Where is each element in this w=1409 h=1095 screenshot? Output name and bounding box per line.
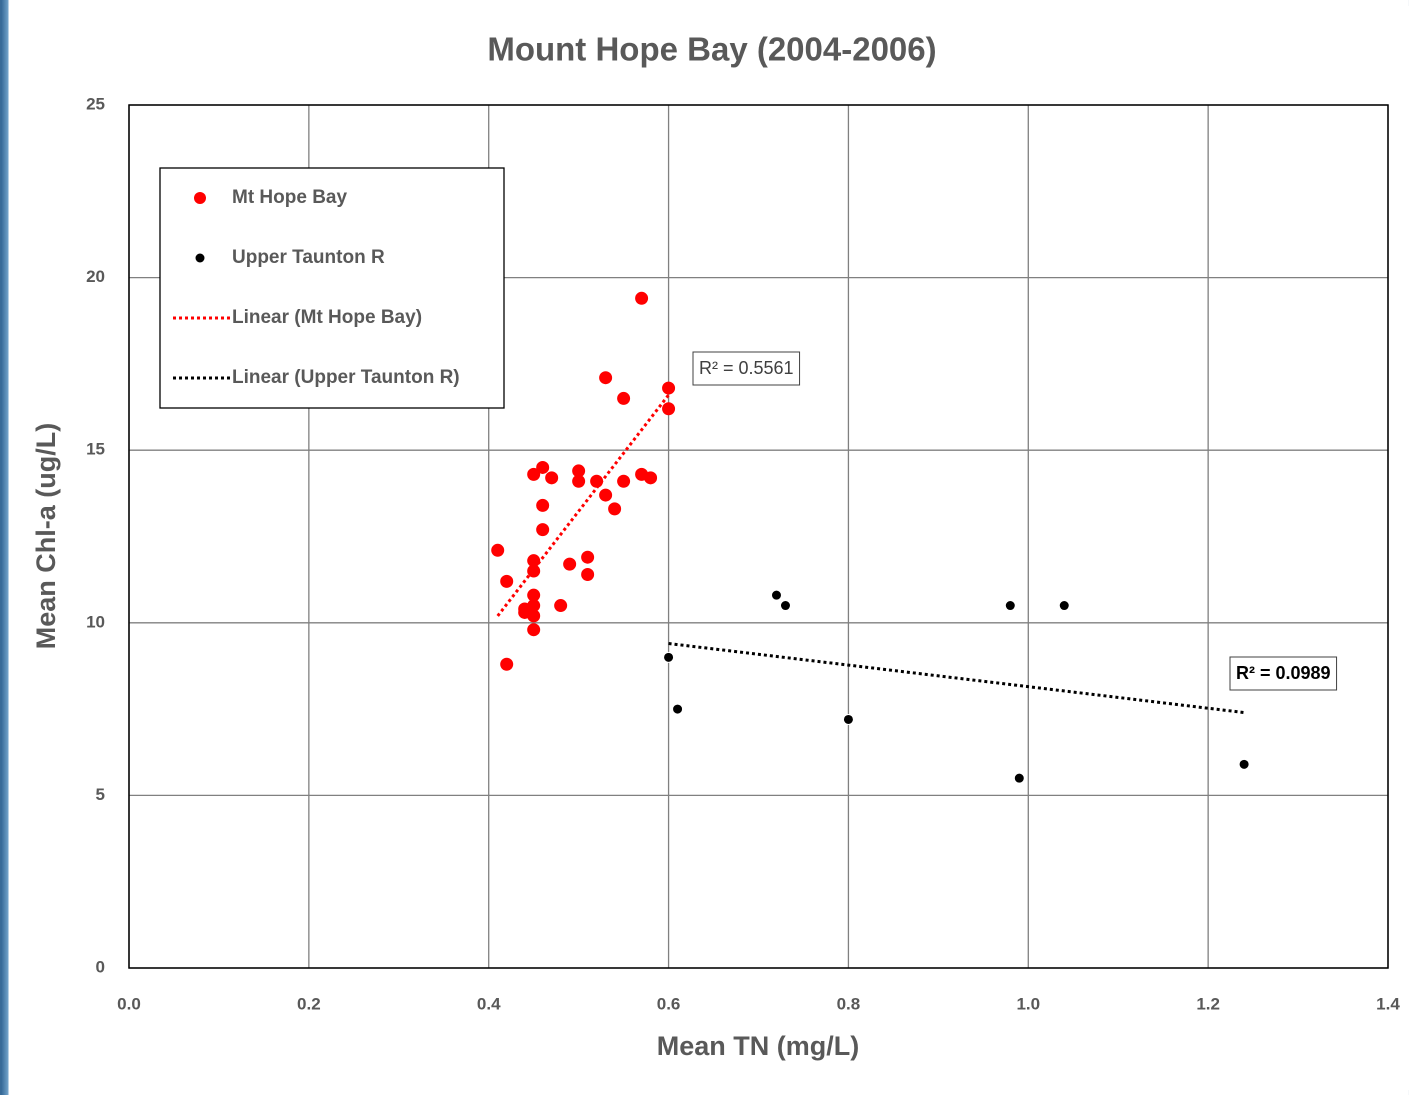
data-point [609, 503, 621, 515]
y-tick-label: 20 [86, 267, 105, 286]
x-tick-label: 0.2 [297, 994, 321, 1013]
data-point [537, 461, 549, 473]
data-point [600, 372, 612, 384]
legend-label: Upper Taunton R [232, 247, 385, 268]
y-tick-label: 0 [96, 957, 105, 976]
data-point [673, 704, 683, 714]
legend-label: Linear (Mt Hope Bay) [232, 307, 422, 328]
data-point [573, 475, 585, 487]
data-point [528, 589, 540, 601]
data-point [528, 624, 540, 636]
data-point [1239, 759, 1249, 769]
data-point [582, 568, 594, 580]
data-point [663, 403, 675, 415]
r2-label: R² = 0.0989 [1236, 663, 1331, 683]
r2-label: R² = 0.5561 [699, 358, 794, 378]
y-axis-label: Mean Chl-a (ug/L) [31, 423, 61, 649]
data-point [645, 472, 657, 484]
data-point [663, 382, 675, 394]
data-point [843, 714, 853, 724]
y-tick-label: 25 [86, 94, 105, 113]
data-point [780, 601, 790, 611]
data-point [1059, 601, 1069, 611]
data-point [1005, 601, 1015, 611]
page: Mount Hope Bay (2004-2006) Mean TN (mg/L… [9, 6, 1409, 1090]
chart: Mount Hope Bay (2004-2006) Mean TN (mg/L… [9, 6, 1409, 1090]
trendline [498, 395, 669, 616]
x-axis-label: Mean TN (mg/L) [657, 1031, 860, 1061]
trendline [669, 644, 1245, 713]
y-tick-label: 10 [86, 612, 105, 631]
data-point [636, 292, 648, 304]
legend-marker [194, 192, 206, 204]
x-tick-label: 0.4 [477, 994, 501, 1013]
legend-marker [196, 254, 205, 263]
data-point [501, 575, 513, 587]
chart-title: Mount Hope Bay (2004-2006) [487, 31, 936, 68]
legend-label: Mt Hope Bay [232, 187, 348, 208]
data-point [555, 600, 567, 612]
data-point [501, 658, 513, 670]
x-tick-label: 0.8 [837, 994, 861, 1013]
x-tick-label: 0.6 [657, 994, 681, 1013]
data-point [546, 472, 558, 484]
data-point [664, 652, 674, 662]
x-tick-label: 1.0 [1016, 994, 1040, 1013]
data-point [564, 558, 576, 570]
y-tick-label: 5 [96, 785, 105, 804]
data-point [537, 524, 549, 536]
data-point [528, 610, 540, 622]
data-point [600, 489, 612, 501]
data-point [492, 544, 504, 556]
data-point [1014, 773, 1024, 783]
x-tick-label: 0.0 [117, 994, 141, 1013]
data-point [582, 551, 594, 563]
data-point [618, 475, 630, 487]
x-tick-label: 1.4 [1376, 994, 1400, 1013]
data-point [771, 590, 781, 600]
data-point [528, 565, 540, 577]
legend-label: Linear (Upper Taunton R) [232, 367, 460, 388]
data-point [537, 499, 549, 511]
data-point [618, 392, 630, 404]
data-point [591, 475, 603, 487]
y-tick-label: 15 [86, 440, 105, 459]
x-tick-label: 1.2 [1196, 994, 1220, 1013]
